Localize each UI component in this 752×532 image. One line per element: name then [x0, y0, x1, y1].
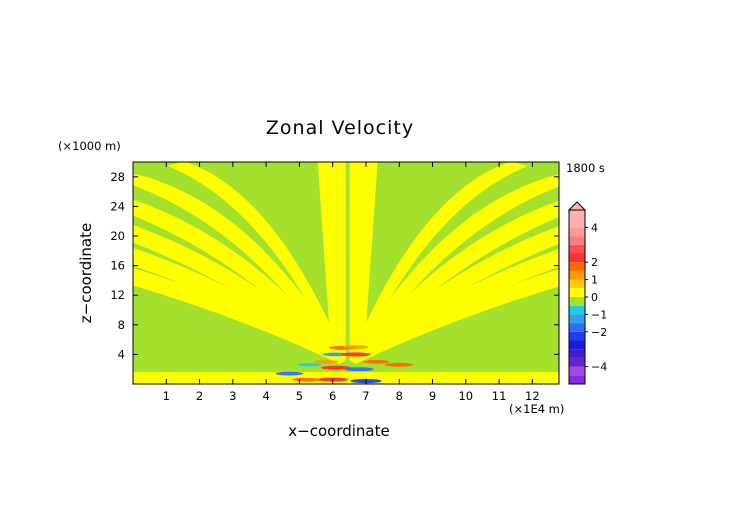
colorbar-swatch — [569, 305, 585, 315]
velocity-field — [133, 162, 559, 384]
y-tick-label: 24 — [110, 199, 125, 213]
colorbar-swatch — [569, 236, 585, 245]
colorbar-swatch — [569, 210, 585, 228]
colorbar-swatch — [569, 244, 585, 254]
velocity-anomaly — [297, 363, 322, 367]
y-tick-label: 28 — [110, 170, 125, 184]
colorbar-swatch — [569, 366, 585, 376]
colorbar-swatch — [569, 297, 585, 306]
y-tick-label: 8 — [118, 318, 125, 332]
colorbar-swatch — [569, 375, 585, 384]
chart-title: Zonal Velocity — [266, 117, 414, 139]
colorbar-swatch — [569, 227, 585, 237]
x-axis-label: x−coordinate — [288, 422, 389, 440]
plot-frame — [132, 161, 560, 385]
colorbar-swatch — [569, 262, 585, 271]
y-tick-label: 20 — [110, 229, 125, 243]
x-tick-label: 5 — [296, 389, 303, 403]
velocity-anomaly — [292, 377, 320, 382]
x-unit-label: (×1E4 m) — [509, 402, 564, 416]
x-tick-label: 4 — [262, 389, 269, 403]
colorbar-swatch — [569, 253, 585, 263]
colorbar: 4 2 1 0 −1 −2 −4 — [567, 201, 607, 385]
colorbar-swatch — [569, 331, 585, 341]
colorbar-swatch — [569, 288, 585, 297]
positive-band — [133, 268, 346, 364]
positive-band — [133, 174, 346, 364]
colorbar-swatch — [569, 349, 585, 358]
positive-band — [349, 226, 559, 364]
positive-band — [349, 200, 559, 364]
x-tick-label: 8 — [396, 389, 403, 403]
positive-band — [133, 199, 346, 364]
y-unit-label: (×1000 m) — [58, 139, 121, 153]
positive-band — [349, 269, 559, 364]
x-tick-label: 12 — [525, 389, 540, 403]
positive-band — [349, 162, 378, 360]
colorbar-swatch — [569, 270, 585, 280]
colorbar-swatch — [569, 357, 585, 367]
x-tick-label: 2 — [196, 389, 203, 403]
positive-band — [133, 224, 346, 364]
colorbar-label: −1 — [591, 308, 607, 321]
x-tick-label: 11 — [492, 389, 507, 403]
colorbar-swatch — [569, 279, 585, 289]
velocity-anomaly — [275, 371, 304, 376]
y-axis-label: z−coordinate — [77, 223, 95, 323]
positive-bands — [133, 162, 559, 384]
colorbar-label: 4 — [591, 221, 598, 234]
y-tick-label: 16 — [110, 259, 125, 273]
time-label: 1800 s — [566, 161, 605, 175]
colorbar-label: −4 — [591, 361, 607, 374]
velocity-anomaly — [341, 352, 371, 357]
velocity-anomaly — [321, 365, 351, 370]
x-tick-label: 1 — [163, 389, 170, 403]
y-tick-label: 4 — [118, 347, 125, 361]
y-axis: 4 8 12 16 20 24 28 — [110, 170, 559, 361]
velocity-anomaly — [362, 359, 390, 364]
velocity-anomaly — [343, 345, 369, 349]
x-tick-label: 9 — [429, 389, 436, 403]
colorbar-label: 1 — [591, 274, 598, 287]
colorbar-overflow-arrow — [567, 201, 587, 211]
x-axis: 1 2 3 4 5 6 7 8 9 10 11 12 — [163, 162, 540, 403]
colorbar-label: −2 — [591, 326, 607, 339]
velocity-anomaly — [344, 367, 374, 372]
positive-band — [349, 174, 559, 364]
colorbar-swatch — [569, 314, 585, 324]
colorbar-label: 2 — [591, 256, 598, 269]
colorbar-label: 0 — [591, 291, 598, 304]
positive-band — [317, 162, 346, 360]
velocity-anomaly — [384, 362, 414, 367]
x-tick-label: 3 — [229, 389, 236, 403]
x-tick-label: 10 — [458, 389, 473, 403]
colorbar-swatch — [569, 323, 585, 332]
velocity-anomaly — [314, 360, 339, 364]
colorbar-swatch — [569, 340, 585, 350]
y-tick-label: 12 — [110, 288, 125, 302]
positive-band — [133, 372, 559, 384]
x-tick-label: 6 — [329, 389, 336, 403]
x-tick-label: 7 — [362, 389, 369, 403]
